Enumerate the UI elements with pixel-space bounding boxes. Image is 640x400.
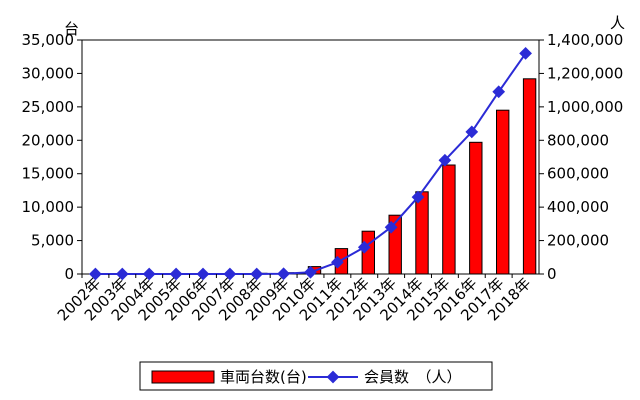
line-point-12 [411,190,425,204]
y-left-tick-label: 5,000 [31,232,74,250]
line-point-3 [169,267,183,281]
y-right-tick-label: 0 [547,265,557,283]
bar-16 [522,78,537,275]
line-point-8 [304,265,317,279]
y-left-tick-label: 20,000 [22,131,75,149]
y-right-tick-label: 1,200,000 [547,64,623,82]
bar-14 [469,141,483,275]
line-point-10 [357,240,371,254]
line-series [89,47,532,281]
plot-area [81,39,540,275]
y-left-tick-label: 15,000 [22,165,75,183]
y-left-tick-label: 10,000 [22,198,75,216]
y-right-tick-label: 600,000 [547,165,609,183]
line-point-11 [384,220,398,234]
line-point-13 [438,153,452,167]
y-left-tick-label: 35,000 [22,31,75,49]
y-left-unit: 台 [64,20,79,38]
y-right-unit: 人 [610,14,625,32]
line-point-2 [142,267,156,281]
line-point-5 [223,267,237,281]
y-right-tick-label: 800,000 [547,131,609,149]
line-point-7 [277,267,290,281]
bar-13 [442,164,456,275]
y-right-tick-label: 1,000,000 [547,98,623,116]
legend-bar-swatch [151,370,215,384]
x-axis: 2002年2003年2004年2005年2006年2007年2008年2009年… [54,274,534,324]
y-axis-left: 0 5,000 10,000 15,000 20,000 25,000 30,000 35,0… [22,31,82,283]
y-left-tick-label: 25,000 [22,98,75,116]
legend-line-marker [326,370,340,384]
line-point-9 [331,255,344,269]
line-point-0 [89,267,102,281]
line-point-15 [492,85,506,99]
y-right-tick-label: 200,000 [547,232,609,250]
bar-12 [415,191,429,275]
legend-bar-label: 車両台数(台) [220,368,307,386]
y-axis-right: 0 200,000 400,000 600,000 800,000 1,000,000 1,… [539,31,623,283]
y-right-tick-label: 1,400,000 [547,31,623,49]
line-point-4 [196,267,210,281]
legend-line-label: 会員数 （人） [364,368,462,386]
line-point-1 [115,267,129,281]
y-right-tick-label: 400,000 [547,198,609,216]
y-left-tick-label: 0 [64,265,74,283]
line-point-14 [465,125,479,139]
line-point-6 [250,267,264,281]
legend: 車両台数(台) 会員数 （人） [139,361,493,391]
y-left-tick-label: 30,000 [22,64,75,82]
bar-15 [496,109,510,275]
